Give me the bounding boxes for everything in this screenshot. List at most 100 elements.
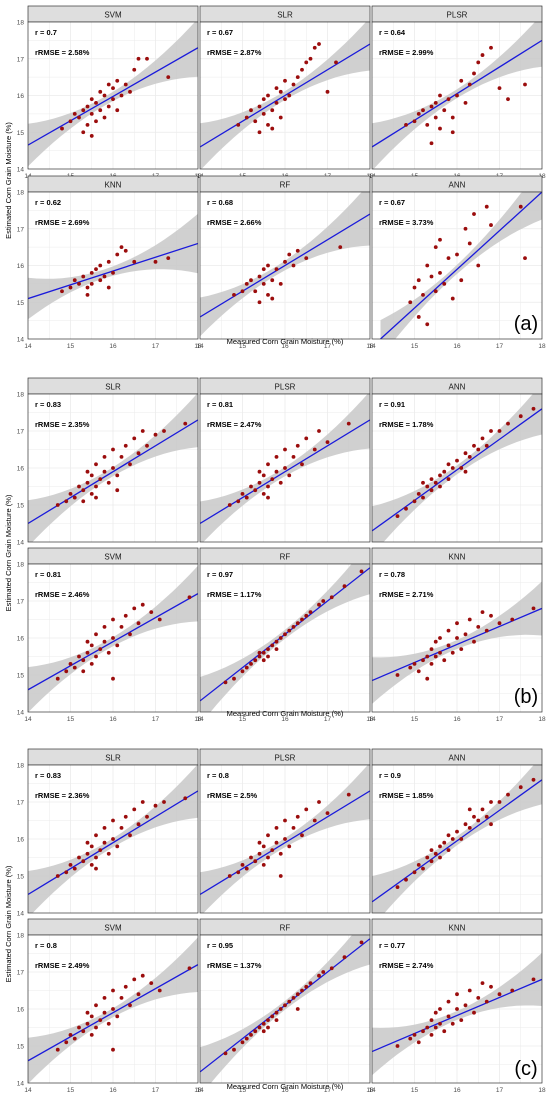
data-point: [446, 999, 451, 1004]
strip-label: PLSR: [447, 11, 468, 20]
panel-rf: RF r = 0.95 rRMSE = 1.37% 14 15 16 17 18: [196, 918, 374, 1094]
data-point: [342, 955, 347, 960]
data-point: [295, 992, 300, 997]
x-tick-label: 15: [411, 1087, 419, 1094]
data-point: [412, 119, 417, 124]
y-tick-label: 15: [17, 300, 25, 307]
data-point: [111, 1007, 115, 1011]
data-point: [472, 639, 476, 644]
data-point: [287, 473, 292, 478]
data-point: [459, 466, 464, 470]
data-point: [102, 115, 107, 120]
r-value: r = 0.77: [379, 941, 405, 950]
x-tick-label: 14: [196, 343, 204, 350]
data-point: [510, 988, 515, 993]
data-point: [249, 278, 253, 283]
data-point: [102, 469, 107, 474]
data-point: [89, 662, 94, 666]
data-point: [257, 1025, 262, 1030]
data-point: [115, 78, 120, 83]
data-point: [132, 977, 137, 982]
data-point: [89, 111, 94, 116]
y-tick-label: 14: [17, 1081, 25, 1088]
data-point: [283, 259, 287, 264]
data-point: [274, 100, 279, 105]
data-point: [94, 654, 98, 659]
data-point: [111, 818, 115, 823]
r-value: r = 0.9: [379, 771, 401, 780]
data-point: [346, 421, 351, 426]
x-tick-label: 16: [281, 343, 289, 350]
data-point: [102, 274, 107, 279]
data-point: [425, 676, 430, 681]
data-point: [421, 1029, 425, 1034]
data-point: [476, 625, 481, 629]
data-point: [476, 60, 481, 65]
data-point: [455, 252, 459, 257]
data-point: [81, 130, 86, 135]
data-point: [106, 82, 111, 87]
data-point: [102, 996, 107, 1000]
data-point: [132, 606, 137, 611]
data-point: [119, 245, 124, 250]
y-tick-label: 17: [17, 226, 25, 233]
data-point: [94, 495, 98, 500]
data-point: [433, 1025, 438, 1030]
panel-border: [199, 563, 371, 713]
data-point: [416, 111, 421, 116]
x-tick-label: 16: [453, 716, 461, 723]
data-point: [240, 289, 245, 294]
data-point: [438, 484, 442, 489]
data-point: [64, 870, 69, 875]
data-point: [261, 281, 266, 286]
x-tick-label: 14: [24, 716, 32, 723]
data-point: [325, 89, 330, 94]
data-point: [480, 981, 485, 985]
data-point: [295, 814, 300, 819]
panel-ann: ANN r = 0.9 rRMSE = 1.85%: [371, 748, 543, 914]
data-point: [467, 455, 472, 459]
strip-label: RF: [280, 924, 291, 933]
data-point: [433, 289, 438, 294]
data-point: [446, 256, 451, 261]
data-point: [429, 848, 434, 852]
data-point: [249, 108, 253, 113]
data-point: [476, 447, 481, 452]
data-point: [518, 204, 523, 209]
r-value: r = 0.91: [379, 400, 405, 409]
x-tick-label: 17: [152, 343, 160, 350]
r-value: r = 0.83: [35, 400, 61, 409]
data-point: [291, 263, 296, 268]
data-point: [412, 285, 417, 290]
data-point: [64, 499, 69, 504]
data-point: [253, 658, 258, 663]
data-point: [416, 278, 421, 283]
data-point: [429, 859, 434, 864]
data-point: [321, 599, 326, 603]
data-point: [287, 252, 292, 257]
data-point: [55, 874, 60, 878]
data-point: [274, 1010, 279, 1015]
data-point: [72, 111, 77, 116]
data-point: [497, 800, 502, 804]
data-point: [291, 996, 296, 1000]
confidence-band: [28, 213, 198, 320]
data-point: [274, 840, 279, 845]
r-value: r = 0.62: [35, 198, 61, 207]
fit-line: [200, 43, 370, 148]
data-point: [153, 259, 158, 264]
data-point: [518, 785, 523, 790]
data-point: [145, 443, 149, 448]
data-point: [85, 840, 90, 845]
data-point: [308, 56, 313, 61]
data-point: [442, 281, 447, 286]
data-point: [157, 988, 162, 993]
data-point: [60, 289, 64, 294]
data-point: [317, 800, 321, 804]
data-point: [232, 293, 236, 297]
data-point: [446, 462, 451, 467]
x-tick-label: 17: [496, 343, 504, 350]
x-axis-title: Measured Corn Grain Moisture (%): [227, 337, 344, 346]
data-point: [472, 443, 476, 448]
data-point: [72, 278, 77, 283]
